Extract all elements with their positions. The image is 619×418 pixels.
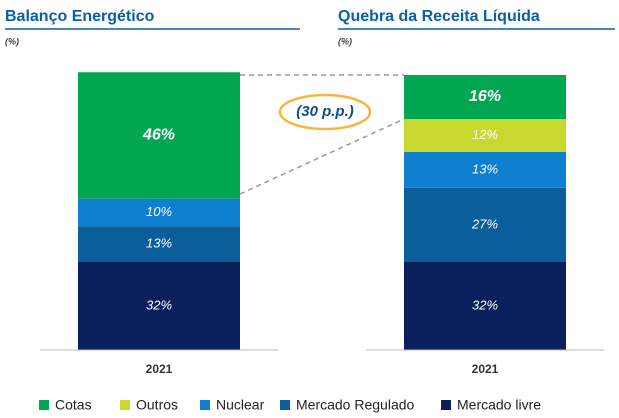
value-label: 10% <box>146 204 172 219</box>
legend-label: Outros <box>136 397 178 413</box>
subtitle: (%) <box>5 36 19 46</box>
x-tick-label: 2021 <box>146 362 173 376</box>
bar-segment <box>404 75 566 119</box>
value-label: 16% <box>469 88 501 105</box>
chart-title: Quebra da Receita Líquida <box>338 8 540 25</box>
legend-label: Nuclear <box>216 397 265 413</box>
legend-swatch <box>39 400 49 410</box>
annotation-oval <box>278 93 372 131</box>
value-label: 13% <box>472 161 498 176</box>
x-tick-label: 2021 <box>472 362 499 376</box>
legend-label: Mercado livre <box>457 397 541 413</box>
subtitle: (%) <box>338 36 352 46</box>
connector <box>239 118 405 195</box>
legend-swatch <box>200 400 210 410</box>
value-label: 12% <box>472 127 498 142</box>
bar-segment <box>404 152 566 188</box>
legend-label: Mercado Regulado <box>296 397 415 413</box>
legend-swatch <box>280 400 290 410</box>
bar-segment <box>78 72 240 199</box>
chart-title: Balanço Energético <box>5 8 155 25</box>
legend-swatch <box>441 400 451 410</box>
annotation: (30 p.p.) <box>296 103 354 120</box>
value-label: 32% <box>472 297 498 312</box>
value-label: 13% <box>146 236 172 251</box>
value-label: 27% <box>471 216 498 231</box>
bar-segment <box>404 187 566 262</box>
legend-label: Cotas <box>55 397 92 413</box>
bar-segment <box>404 262 566 350</box>
bar-segment <box>78 262 240 350</box>
value-label: 46% <box>142 127 175 144</box>
value-label: 32% <box>146 297 172 312</box>
bar-segment <box>78 226 240 262</box>
bar-segment <box>78 198 240 227</box>
legend-swatch <box>120 400 130 410</box>
bar-segment <box>404 119 566 152</box>
